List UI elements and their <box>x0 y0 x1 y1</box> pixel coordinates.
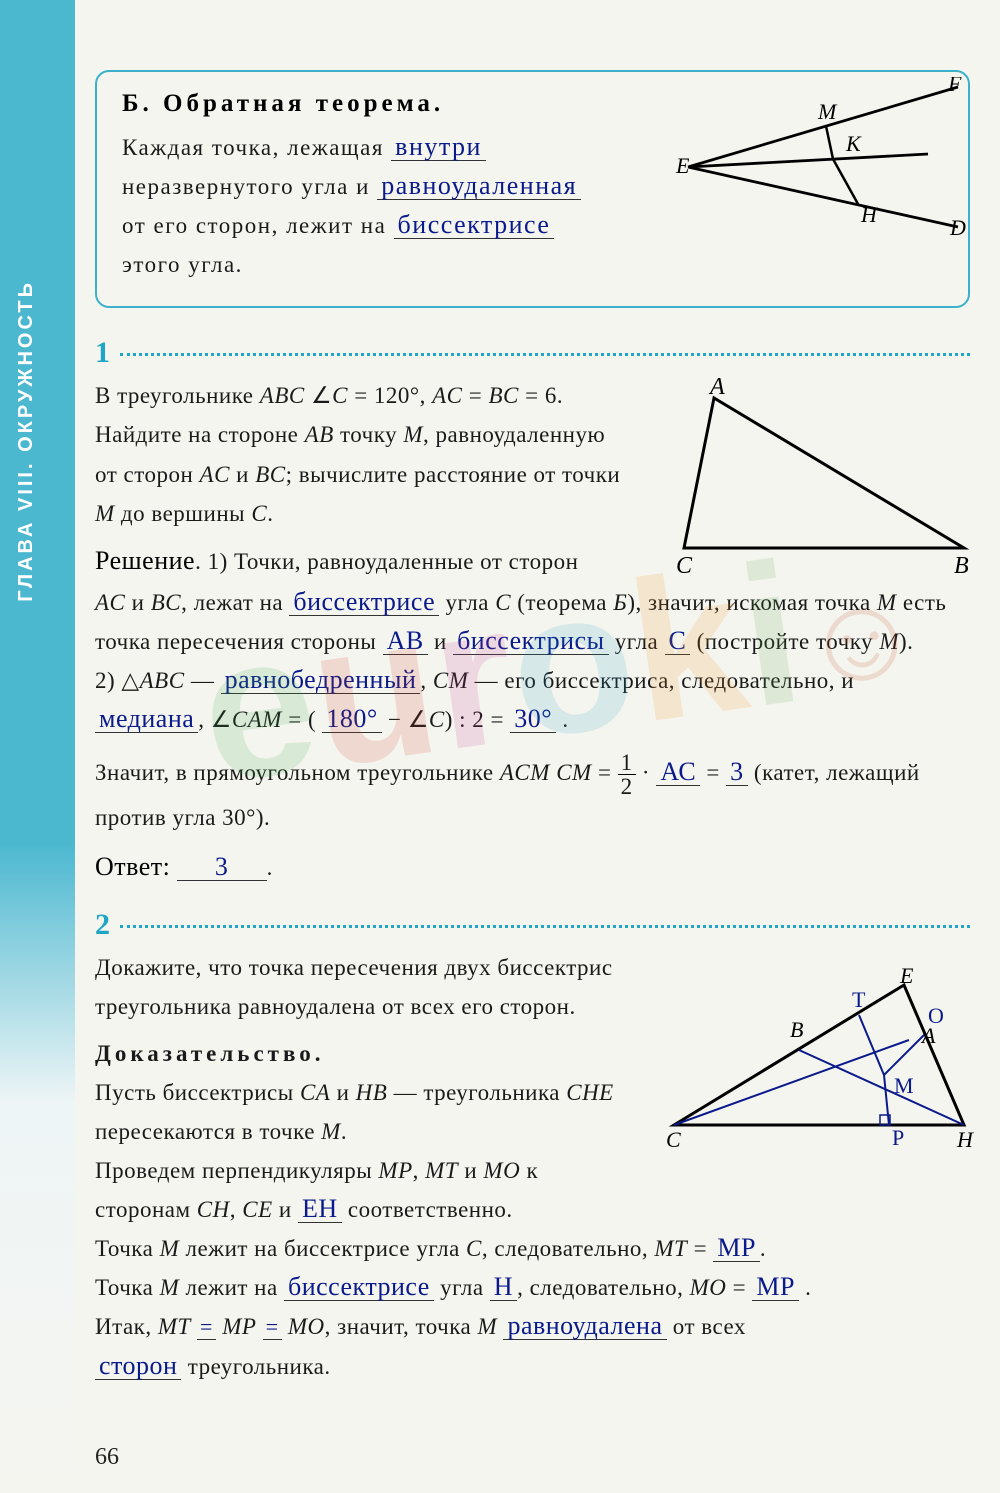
svg-text:C: C <box>676 553 693 578</box>
svg-text:K: K <box>845 131 862 156</box>
solution-label: Решение <box>95 546 195 575</box>
fill-in: биссектрисе <box>394 212 555 239</box>
fill-in: 3 <box>177 854 267 881</box>
svg-text:B: B <box>954 553 969 578</box>
proof-label: Доказательство. <box>95 1034 630 1073</box>
fill-in: сторон <box>95 1353 181 1380</box>
fill-in: С <box>665 628 691 655</box>
section-1-header: 1 <box>95 336 970 376</box>
fill-in: равнобедренный <box>221 667 421 694</box>
svg-text:M: M <box>817 99 838 124</box>
fill-in: МР <box>713 1235 760 1262</box>
fill-in: 30° <box>510 706 556 733</box>
fill-in: 3 <box>726 759 748 786</box>
fill-in: биссектрисе <box>289 589 439 616</box>
svg-text:P: P <box>892 1125 904 1150</box>
problem-1-solution-cont: Значит, в прямоугольном треугольнике ACM… <box>95 751 970 837</box>
svg-text:M: M <box>894 1073 914 1098</box>
figure-triangle-che: B E A C H M P T O <box>664 965 974 1155</box>
svg-text:E: E <box>899 965 914 988</box>
svg-text:C: C <box>666 1127 681 1152</box>
fill-in: медиана <box>95 706 198 733</box>
chapter-label: ГЛАВА VIII. ОКРУЖНОСТЬ <box>15 280 38 602</box>
fill-in: равноудаленная <box>377 173 581 200</box>
fill-in: = <box>197 1314 216 1340</box>
svg-text:A: A <box>708 378 725 400</box>
fill-in: биссектрисы <box>453 628 608 655</box>
svg-text:H: H <box>860 202 878 227</box>
fill-in: АВ <box>383 628 428 655</box>
theorem-text: Каждая точка, лежащая внутри неразвернут… <box>122 128 632 284</box>
fill-in: = <box>263 1314 282 1340</box>
fill-in: ЕН <box>298 1196 342 1223</box>
problem-2-proof-4: Точка M лежит на биссектрисе угла Н, сле… <box>95 1268 970 1307</box>
fill-in: внутри <box>391 134 486 161</box>
fill-in: 180° <box>322 706 381 733</box>
svg-text:T: T <box>852 987 866 1012</box>
sidebar-fade <box>0 843 75 1493</box>
svg-text:D: D <box>949 215 966 237</box>
fill-in: АС <box>656 759 700 786</box>
svg-text:H: H <box>956 1127 974 1152</box>
problem-1-statement: В треугольнике ABC ∠C = 120°, AC = BC = … <box>95 376 630 532</box>
section-num: 2 <box>95 908 110 942</box>
theorem-box: Б. Обратная теорема. Каждая точка, лежащ… <box>95 70 970 308</box>
section-num: 1 <box>95 336 110 370</box>
section-2-header: 2 <box>95 908 970 948</box>
fill-in: равноудалена <box>503 1313 666 1340</box>
fill-in: МР <box>752 1274 799 1301</box>
problem-2-proof-1: Пусть биссектрисы CA и HB — треугольника… <box>95 1073 630 1151</box>
page-number: 66 <box>95 1444 119 1471</box>
svg-text:F: F <box>947 77 962 96</box>
figure-angle: E F M K H D <box>668 77 968 237</box>
problem-2-proof-3: Точка M лежит на биссектрисе угла C, сле… <box>95 1229 970 1268</box>
svg-text:B: B <box>790 1017 803 1042</box>
answer-label: Ответ: <box>95 852 170 881</box>
problem-2-statement: Докажите, что точка пересечения двух бис… <box>95 948 630 1026</box>
svg-text:E: E <box>675 153 690 178</box>
problem-2-proof-2: Проведем перпендикуляры MP, MT и MO к ст… <box>95 1151 630 1229</box>
problem-2-proof-5: Итак, MT = MP = MO, значит, точка M равн… <box>95 1307 970 1385</box>
problem-1-answer: Ответ: 3. <box>95 845 970 889</box>
fill-in: Н <box>490 1274 517 1301</box>
svg-text:O: O <box>928 1003 944 1028</box>
figure-triangle-abc: A C B <box>664 378 974 578</box>
fill-in: биссектрисе <box>284 1274 434 1301</box>
